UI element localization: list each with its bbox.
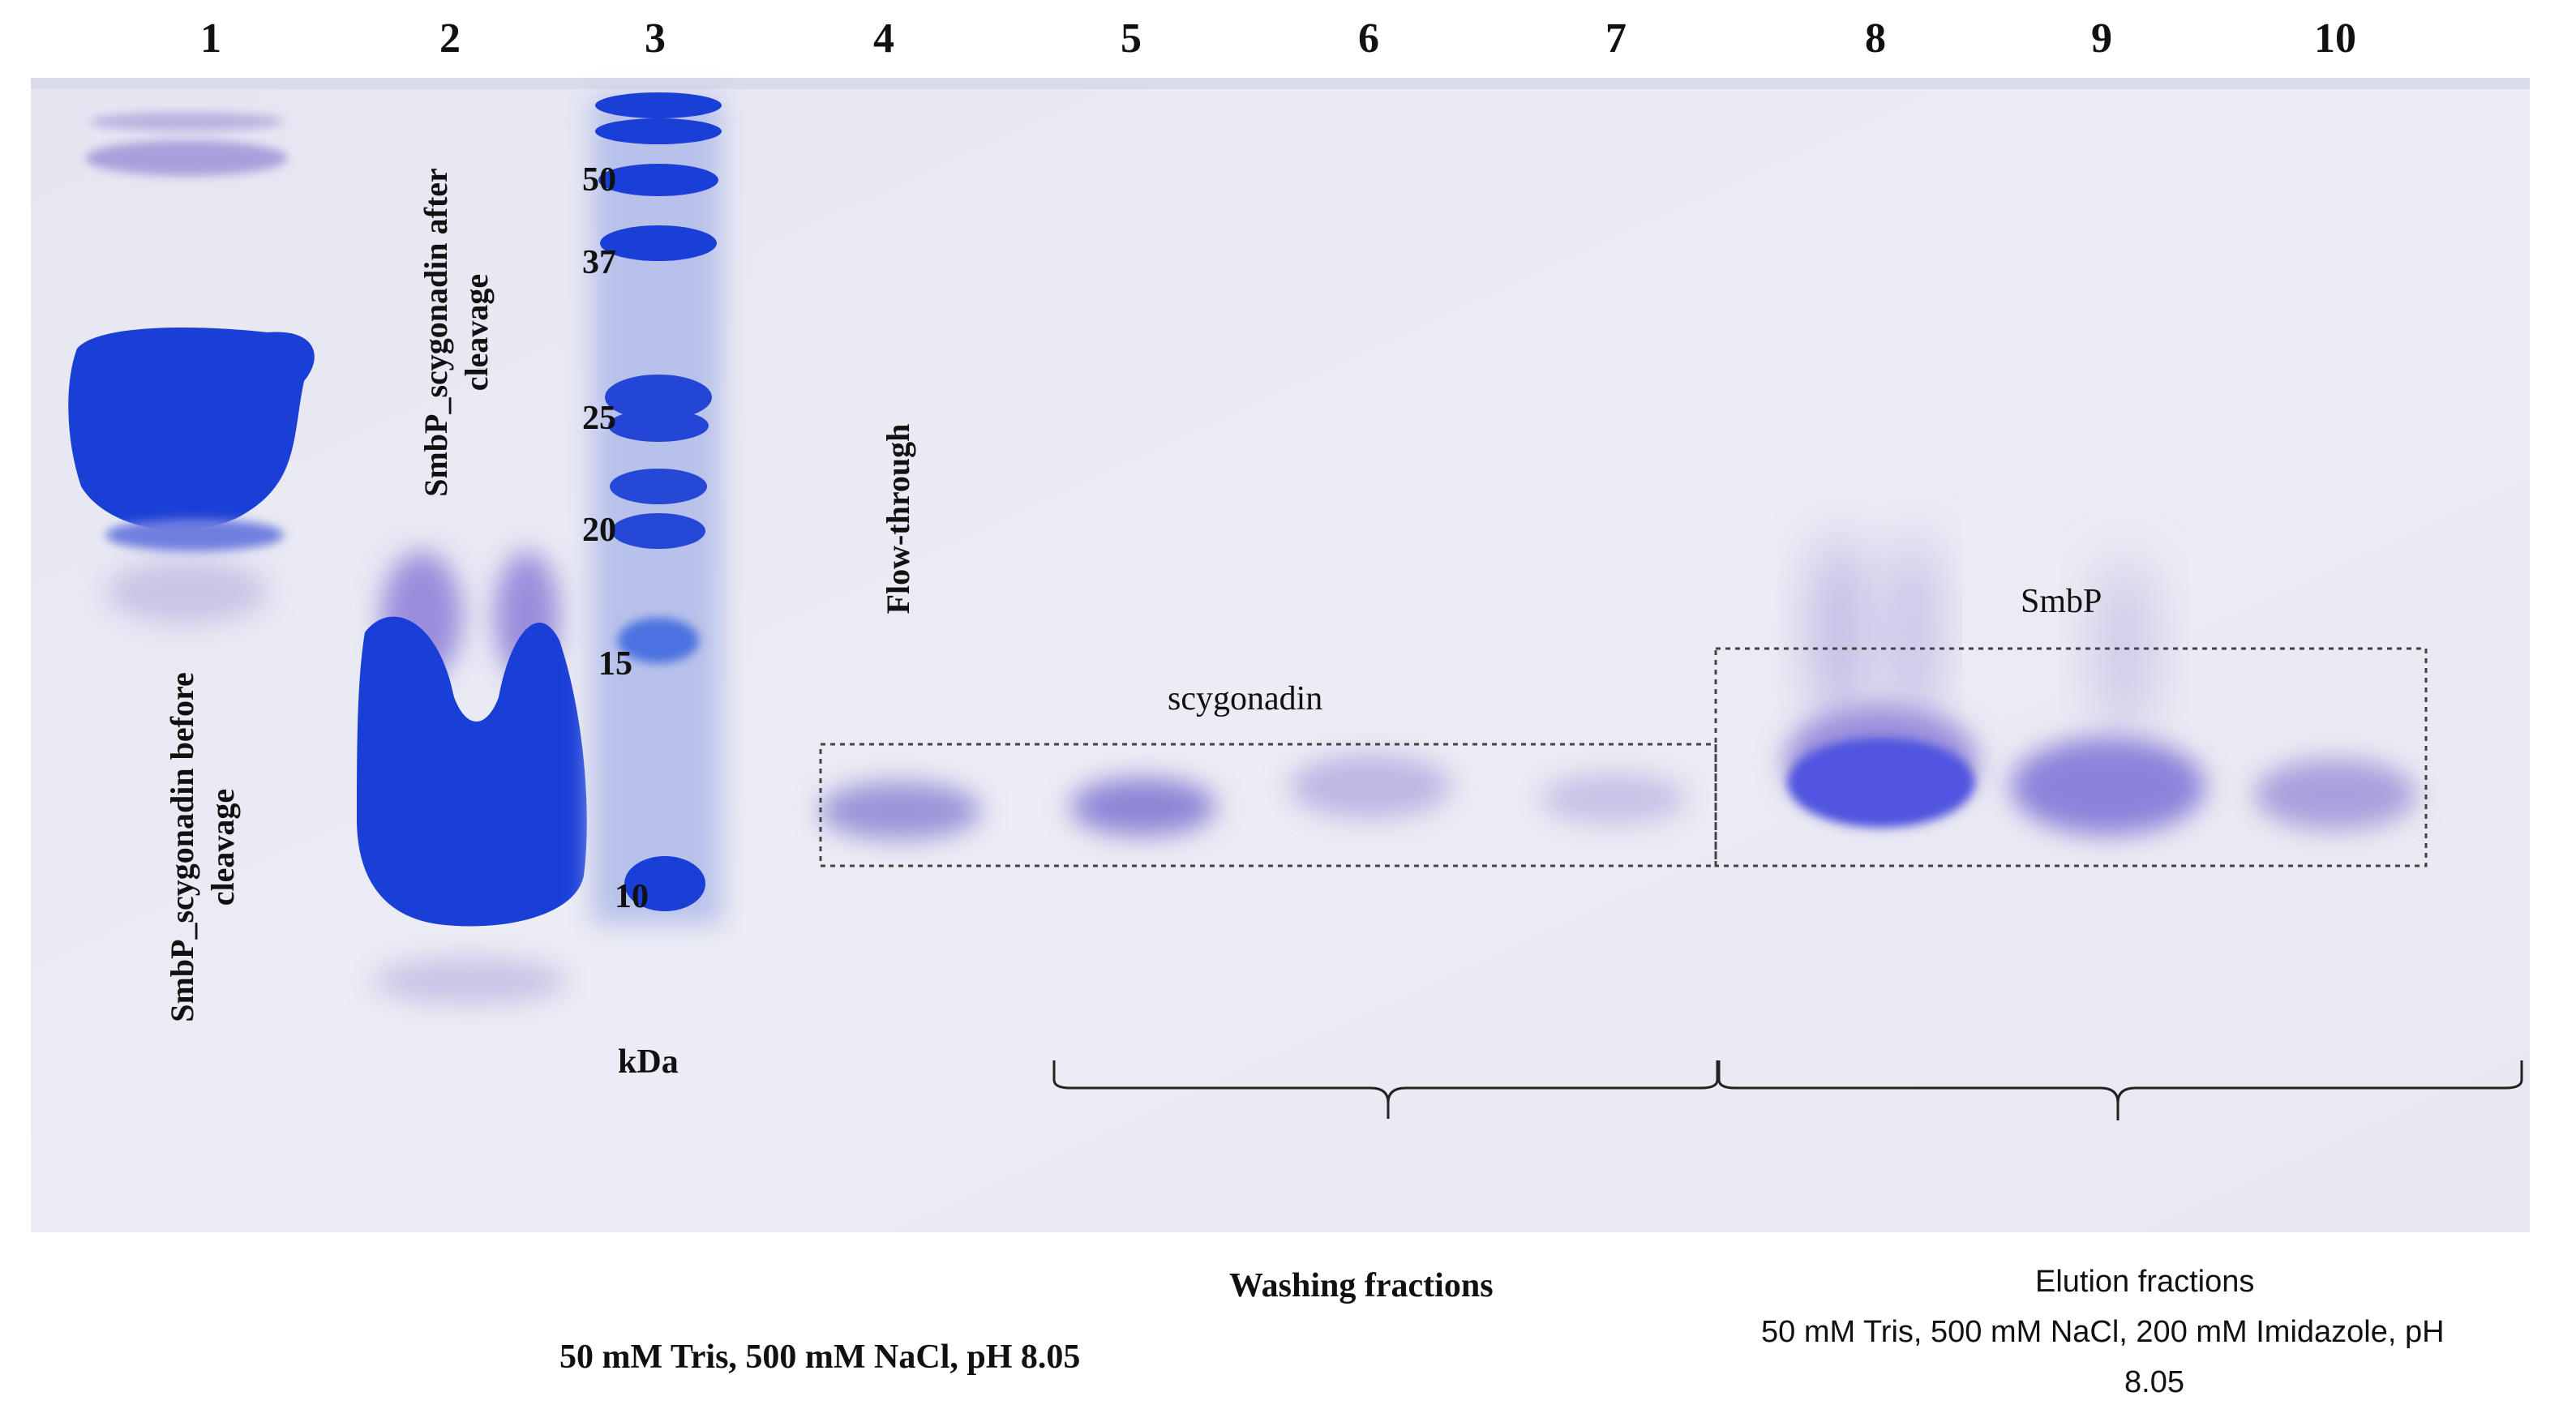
- marker-20: 20: [582, 512, 616, 549]
- gel-top-edge: [31, 78, 2530, 89]
- lane1-bands: [68, 112, 315, 624]
- lane-number-6: 6: [1358, 15, 1379, 62]
- lane1-main-band: [68, 328, 315, 531]
- smbp-label: SmbP: [2021, 583, 2102, 620]
- lane4-label: Flow-through: [880, 423, 916, 615]
- washing-brace: [1052, 1060, 1719, 1119]
- elution-title: Elution fractions: [2035, 1265, 2255, 1299]
- lane-number-4: 4: [873, 15, 894, 62]
- lane-number-5: 5: [1121, 15, 1142, 62]
- lane-number-2: 2: [439, 15, 461, 62]
- lane2-main-band: [357, 616, 587, 927]
- lane-number-10: 10: [2314, 15, 2356, 62]
- scygonadin-bands: [819, 754, 1687, 840]
- lane-number-9: 9: [2091, 15, 2112, 62]
- marker-unit-label: kDa: [618, 1043, 679, 1081]
- marker-15: 15: [598, 645, 632, 683]
- elution-brace: [1717, 1060, 2523, 1120]
- marker-50: 50: [582, 161, 616, 199]
- lane-number-1: 1: [200, 15, 221, 62]
- lane-number-3: 3: [645, 15, 666, 62]
- washing-title: Washing fractions: [1229, 1267, 1494, 1304]
- lane-number-7: 7: [1605, 15, 1627, 62]
- lane1-label: SmbP_scygonadin before cleavage: [164, 672, 241, 1022]
- scygonadin-box: [819, 743, 1717, 867]
- washing-buffer: 50 mM Tris, 500 mM NaCl, pH 8.05: [559, 1338, 1081, 1376]
- lane3-ladder: [592, 92, 722, 924]
- lane-number-8: 8: [1865, 15, 1886, 62]
- elution-buffer-line1: 50 mM Tris, 500 mM NaCl, 200 mM Imidazol…: [1761, 1315, 2445, 1349]
- smbp-box: [1714, 647, 2428, 867]
- marker-10: 10: [615, 878, 649, 915]
- scygonadin-label: scygonadin: [1168, 680, 1323, 717]
- marker-25: 25: [582, 400, 616, 437]
- lane2-label: SmbP_scygonadin after cleavage: [418, 168, 495, 497]
- marker-37: 37: [582, 244, 616, 281]
- elution-buffer-line2: 8.05: [2124, 1365, 2184, 1399]
- smbp-bands: [1784, 535, 2416, 835]
- lane2-bands: [357, 551, 587, 1005]
